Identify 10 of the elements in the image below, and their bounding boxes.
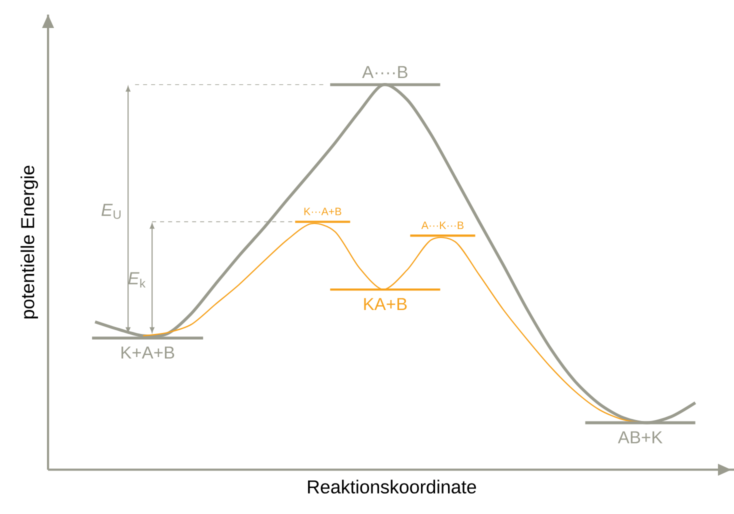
ref-line-label: A····B [362, 66, 408, 78]
annotation: E$_{k}$ [128, 272, 146, 288]
ref-line-label: KA+B [364, 298, 407, 310]
y-axis-title: potentielle Energie [20, 166, 38, 318]
x-axis-title: Reaktionskoordinate [308, 480, 476, 494]
annotation: E$_{U}$ [102, 204, 121, 219]
ref-line-label: K···A+B [304, 208, 342, 216]
ref-line-label: A···K···B [421, 222, 464, 230]
ref-line-label: AB+K [618, 431, 663, 444]
ref-line-label: K+A+B [122, 346, 174, 359]
